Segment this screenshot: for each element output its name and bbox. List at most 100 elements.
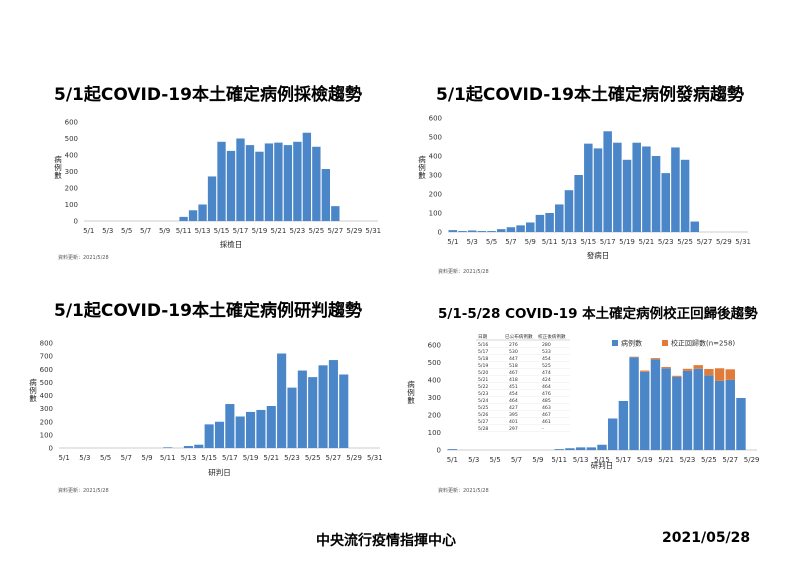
bar: [671, 147, 680, 232]
x-tick-label: 5/17: [222, 454, 238, 462]
bar: [331, 206, 340, 221]
x-tick-label: 5/17: [233, 227, 249, 235]
bar: [535, 214, 545, 232]
table-cell: 424: [542, 377, 551, 383]
x-tick-label: 5/11: [176, 227, 192, 235]
y-tick-label: 0: [49, 445, 53, 453]
y-tick-label: 500: [40, 379, 53, 387]
x-tick-label: 5/29: [346, 454, 362, 462]
bar: [487, 231, 496, 232]
bar-cases: [650, 359, 661, 450]
bar-correction: [714, 368, 725, 381]
x-tick-label: 5/21: [271, 227, 287, 235]
x-tick-label: 5/9: [141, 454, 152, 462]
chart-title-sampling: 5/1起COVID-19本土確定病例採檢趨勢: [54, 85, 362, 105]
x-tick-label: 5/23: [680, 456, 696, 464]
bar: [207, 176, 217, 221]
x-tick-label: 5/7: [121, 454, 132, 462]
x-tick-label: 5/25: [308, 227, 324, 235]
table-cell: 280: [542, 342, 551, 348]
x-tick-label: 5/13: [561, 238, 577, 246]
y-tick-label: 400: [65, 152, 78, 160]
x-tick-label: 5/31: [367, 454, 383, 462]
table-cell: 447: [509, 356, 518, 362]
bar-correction: [629, 356, 639, 358]
x-tick-label: 5/15: [201, 454, 217, 462]
bar: [277, 353, 287, 448]
x-tick-label: 5/7: [140, 227, 151, 235]
table-cell: 395: [509, 412, 518, 418]
x-tick-label: 5/31: [365, 227, 381, 235]
x-tick-label: 5/7: [511, 456, 522, 464]
y-tick-label: 500: [428, 359, 441, 367]
bar-correction: [640, 370, 650, 372]
x-tick-label: 5/25: [305, 454, 321, 462]
x-tick-label: 5/13: [195, 227, 211, 235]
bar-cases: [629, 357, 639, 450]
bar: [339, 374, 349, 448]
bar: [680, 159, 690, 232]
table-cell: 5/23: [478, 391, 488, 397]
bar-correction: [704, 368, 714, 376]
x-tick-label: 5/29: [744, 456, 760, 464]
table-cell: 5/16: [478, 342, 488, 348]
table-cell: 276: [509, 342, 518, 348]
y-axis-label: 病例數: [54, 154, 62, 180]
table-cell: 5/28: [478, 426, 488, 432]
bar-correction: [693, 365, 703, 369]
table-cell: 5/17: [478, 349, 488, 355]
y-tick-label: 700: [40, 353, 53, 361]
table-cell: 5/27: [478, 419, 488, 425]
bar: [217, 141, 226, 221]
bar-cases: [607, 418, 618, 450]
bar: [496, 229, 506, 232]
y-tick-label: 600: [65, 119, 78, 127]
table-cell: 463: [542, 405, 551, 411]
y-tick-label: 100: [428, 429, 441, 437]
table-cell: 5/25: [478, 405, 488, 411]
table-cell: 5/22: [478, 384, 488, 390]
x-tick-label: 5/7: [505, 238, 516, 246]
x-tick-label: 5/27: [697, 238, 713, 246]
y-axis-label: 病例數: [418, 154, 426, 180]
bar-cases: [736, 398, 746, 450]
bar-cases: [725, 379, 735, 450]
table-cell: -: [542, 427, 544, 432]
x-tick-label: 5/1: [447, 456, 458, 464]
bar-cases: [704, 375, 714, 450]
bar: [266, 406, 276, 448]
bar-correction: [661, 367, 671, 369]
table-cell: 5/20: [478, 370, 488, 376]
bar-cases: [554, 449, 564, 450]
table-cell: 530: [509, 349, 518, 355]
table-cell: 474: [542, 370, 551, 376]
footer-org: 中央流行疫情指揮中心: [316, 533, 456, 549]
table-cell: 467: [542, 412, 551, 418]
bar: [632, 142, 641, 232]
x-tick-label: 5/23: [290, 227, 306, 235]
bar: [255, 151, 264, 221]
table-cell: 454: [509, 391, 518, 397]
table-cell: 461: [542, 419, 551, 425]
y-tick-label: 500: [65, 135, 78, 143]
bar-correction: [672, 375, 682, 377]
bar: [283, 145, 293, 221]
table-header: 已公布病例數: [505, 333, 533, 340]
y-tick-label: 800: [40, 340, 53, 348]
x-axis-label: 研判日: [208, 467, 231, 477]
bar: [188, 210, 198, 221]
x-tick-label: 5/5: [486, 238, 497, 246]
bar-cases: [586, 447, 597, 450]
y-tick-label: 300: [65, 168, 78, 176]
bar: [245, 145, 255, 221]
bar-cases: [640, 371, 650, 450]
bar: [506, 227, 516, 232]
y-tick-label: 400: [429, 153, 442, 161]
bar: [651, 156, 661, 232]
x-tick-label: 5/15: [214, 227, 230, 235]
y-tick-label: 400: [40, 392, 53, 400]
bar: [690, 221, 700, 232]
